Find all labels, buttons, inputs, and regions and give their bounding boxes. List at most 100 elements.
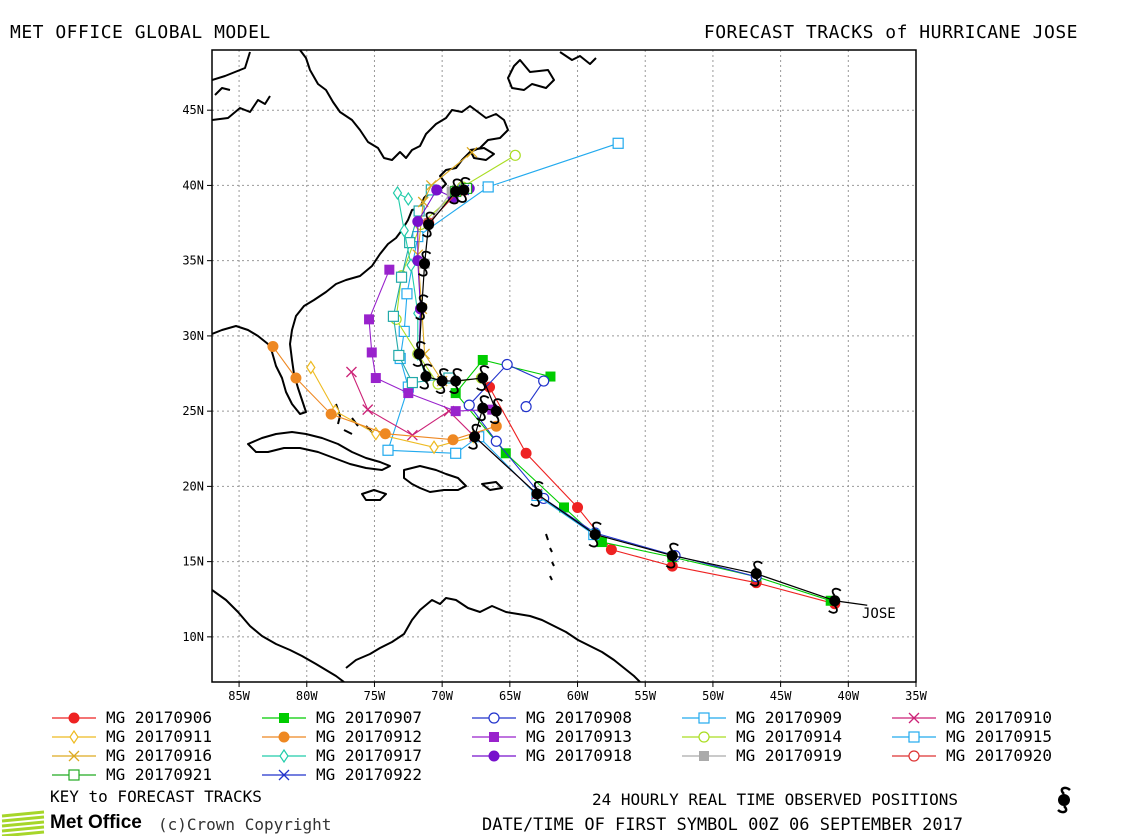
- hurricane-symbol: [468, 423, 482, 450]
- lon-tick-label: 55W: [634, 689, 656, 700]
- legend-label: MG 20170909: [736, 708, 842, 727]
- forecast-point: [366, 347, 377, 358]
- legend-item: MG 20170918: [470, 746, 632, 765]
- hurricane-symbol: [415, 294, 429, 321]
- hurricane-symbol: [828, 587, 842, 614]
- legend-marker: [698, 730, 710, 743]
- forecast-point: [290, 372, 302, 384]
- legend-item: MG 20170911: [50, 727, 212, 746]
- legend-marker-icon: [892, 712, 936, 723]
- legend-label: MG 20170921: [106, 765, 212, 784]
- hurricane-symbol: [530, 480, 544, 507]
- legend-marker: [68, 768, 80, 781]
- forecast-point: [447, 434, 459, 446]
- forecast-point: [382, 444, 394, 456]
- hurricane-symbol: [449, 178, 463, 205]
- forecast-point: [501, 358, 513, 371]
- legend-marker-icon: [52, 712, 96, 723]
- legend-marker: [69, 729, 79, 744]
- legend-label: MG 20170907: [316, 708, 422, 727]
- legend-marker: [68, 750, 80, 761]
- forecast-point: [596, 537, 607, 548]
- hurricane-symbol: [476, 365, 490, 391]
- legend-marker-icon: [682, 711, 726, 724]
- legend-marker-icon: [52, 729, 96, 744]
- legend-marker-icon: [682, 750, 726, 761]
- legend-marker-icon: [52, 768, 96, 781]
- forecast-point: [666, 560, 678, 572]
- lat-tick-label: 40N: [182, 178, 204, 192]
- forecast-track-line: [272, 346, 497, 441]
- lon-tick-label: 35W: [905, 689, 927, 700]
- date-label: DATE/TIME OF FIRST SYMBOL 00Z 06 SEPTEMB…: [482, 815, 964, 835]
- legend-label: MG 20170917: [316, 746, 422, 765]
- forecast-point: [306, 360, 316, 375]
- lat-tick-label: 20N: [182, 479, 204, 493]
- forecast-point: [401, 288, 413, 300]
- legend-label: MG 20170906: [106, 708, 212, 727]
- forecast-point: [482, 181, 494, 193]
- observed-positions: [412, 177, 868, 614]
- legend-marker-icon: [892, 749, 936, 762]
- legend-label: MG 20170916: [106, 746, 212, 765]
- forecast-point: [466, 146, 478, 158]
- forecast-point: [393, 349, 405, 362]
- legend-item: MG 20170907: [260, 708, 422, 727]
- right-title: FORECAST TRACKS of HURRICANE JOSE: [703, 22, 1078, 43]
- forecast-point: [431, 184, 443, 196]
- forecast-point: [404, 237, 416, 249]
- forecast-point: [395, 271, 408, 283]
- legend-item: MG 20170914: [680, 727, 842, 746]
- hurricane-symbol: [489, 398, 503, 425]
- met-office-logo: Met Office: [0, 808, 142, 838]
- lon-tick-label: 70W: [431, 689, 453, 700]
- legend-item: MG 20170910: [890, 708, 1052, 727]
- forecast-point: [477, 354, 488, 365]
- legend-marker-icon: [682, 730, 726, 743]
- forecast-track: [364, 264, 498, 417]
- legend-item: MG 20170920: [890, 746, 1052, 765]
- legend-item: MG 20170915: [890, 727, 1052, 746]
- lat-lon-grid: 85W 80W 75W 70W 65W 60W 55W 50W 45W 40W 35W 45N 40N 3…: [182, 50, 928, 700]
- left-title: MET OFFICE GLOBAL MODEL: [10, 22, 271, 43]
- legend-label: MG 20170922: [316, 765, 422, 784]
- legend-marker: [279, 748, 289, 763]
- forecast-point: [450, 447, 462, 459]
- legend-marker: [698, 711, 710, 724]
- forecast-point: [345, 366, 357, 378]
- legend-item: MG 20170917: [260, 746, 422, 765]
- legend-marker-icon: [472, 711, 516, 724]
- forecast-point: [399, 223, 409, 238]
- forecast-point: [267, 340, 279, 352]
- forecast-point: [406, 376, 418, 389]
- legend-marker-icon: [262, 748, 306, 763]
- forecast-point: [520, 401, 532, 413]
- legend-marker-icon: [472, 750, 516, 761]
- hurricane-symbol: [435, 368, 449, 394]
- forecast-track-line: [368, 269, 493, 412]
- legend-marker: [488, 750, 500, 761]
- legend-item: MG 20170922: [260, 765, 422, 784]
- hurricane-symbol: [749, 560, 763, 587]
- forecast-track: [267, 340, 502, 446]
- forecast-point: [509, 149, 521, 161]
- legend-label: MG 20170918: [526, 746, 632, 765]
- forecast-point: [559, 502, 569, 513]
- lon-tick-label: 50W: [702, 689, 724, 700]
- forecast-point: [417, 196, 429, 208]
- legend-item: MG 20170912: [260, 727, 422, 746]
- forecast-point: [429, 440, 439, 455]
- forecast-point: [545, 371, 556, 382]
- legend-item: MG 20170908: [470, 708, 632, 727]
- forecast-point: [387, 310, 400, 322]
- lon-tick-label: 75W: [364, 689, 386, 700]
- forecast-point: [412, 216, 424, 228]
- legend-label: MG 20170911: [106, 727, 212, 746]
- lon-tick-label: 80W: [296, 689, 318, 700]
- legend-marker: [278, 731, 290, 742]
- forecast-point: [520, 447, 532, 459]
- legend-label: MG 20170914: [736, 727, 842, 746]
- forecast-point: [384, 264, 395, 275]
- forecast-track: [450, 354, 836, 606]
- coastlines: [212, 50, 641, 682]
